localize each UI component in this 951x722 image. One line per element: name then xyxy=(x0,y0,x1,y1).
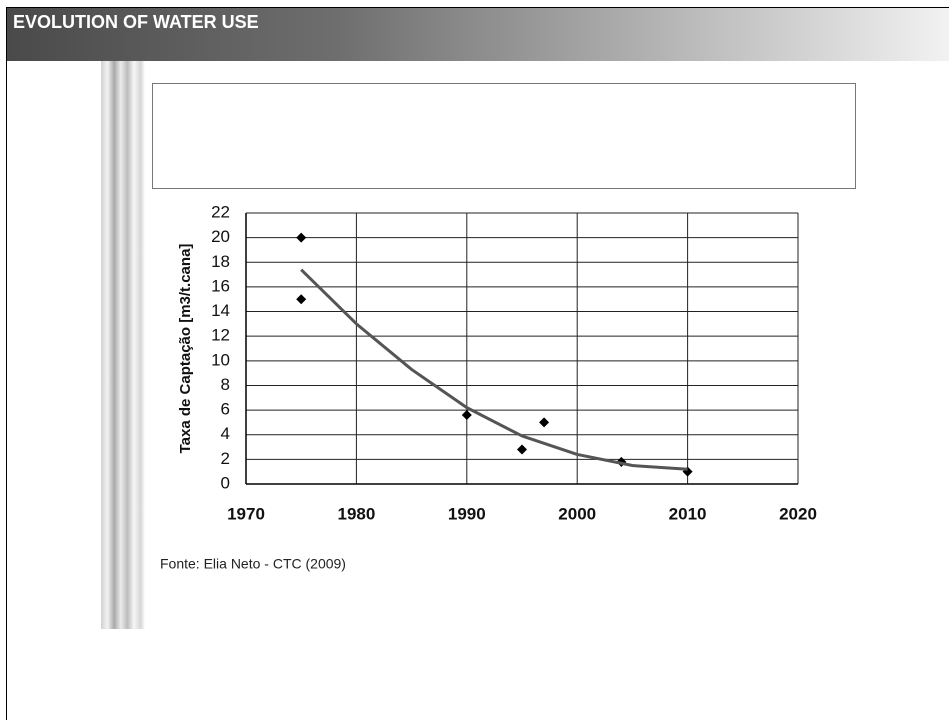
y-tick-label: 8 xyxy=(221,375,230,394)
y-tick-label: 4 xyxy=(221,424,230,443)
y-tick-label: 20 xyxy=(211,227,230,246)
y-tick-label: 18 xyxy=(211,252,230,271)
source-note: Fonte: Elia Neto - CTC (2009) xyxy=(160,556,346,572)
x-tick-label: 1990 xyxy=(448,504,486,523)
y-tick-label: 12 xyxy=(211,326,230,345)
data-point xyxy=(462,410,472,420)
x-tick-label: 1970 xyxy=(227,504,265,523)
data-point xyxy=(517,445,527,455)
x-tick-label: 2010 xyxy=(669,504,707,523)
data-point xyxy=(296,233,306,243)
chart: Fonte: Elia Neto - CTC (2009) 0 2 4 6 8 10 12 1… xyxy=(0,0,951,722)
y-tick-label: 22 xyxy=(211,202,230,221)
trend-line xyxy=(301,270,687,470)
x-tick-label: 2000 xyxy=(558,504,596,523)
y-axis-title: Taxa de Captação [m3/t.cana] xyxy=(177,244,194,454)
y-tick-label: 16 xyxy=(211,276,230,295)
y-tick-label: 0 xyxy=(221,473,230,492)
x-tick-label: 2020 xyxy=(779,504,817,523)
y-tick-label: 10 xyxy=(211,350,230,369)
x-tick-label: 1980 xyxy=(337,504,375,523)
data-point xyxy=(296,294,306,304)
page: {"header": {"title": "EVOLUTION OF WATER… xyxy=(0,0,951,722)
y-tick-label: 6 xyxy=(221,400,230,419)
y-tick-label: 2 xyxy=(221,449,230,468)
data-point xyxy=(539,417,549,427)
y-tick-label: 14 xyxy=(211,301,230,320)
